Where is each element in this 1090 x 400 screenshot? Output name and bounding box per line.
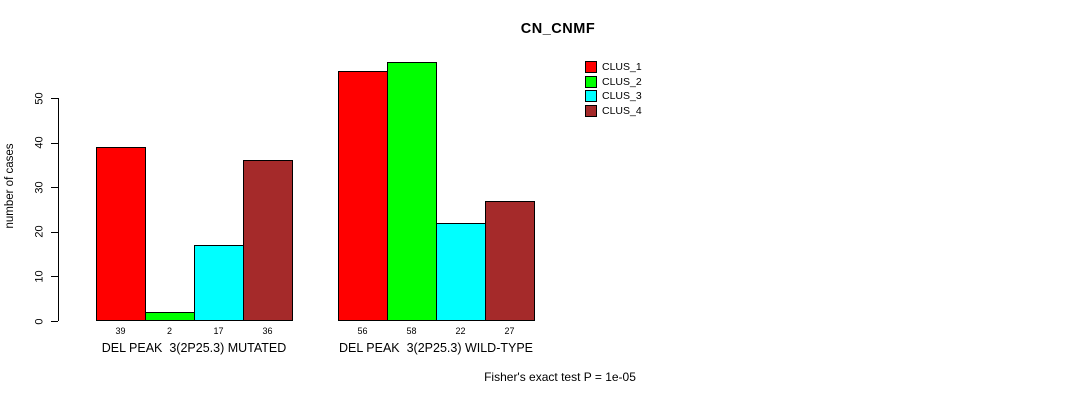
group-label: DEL PEAK 3(2P25.3) WILD-TYPE xyxy=(338,341,534,355)
legend-label: CLUS_2 xyxy=(602,75,642,88)
bar-value-label: 56 xyxy=(357,326,368,336)
chart-title: CN_CNMF xyxy=(520,21,596,37)
legend-swatch-clus_4 xyxy=(585,104,597,117)
bar-value-label: 36 xyxy=(262,326,273,336)
bar-clus_3-group2 xyxy=(436,223,486,321)
bar-value-label: 22 xyxy=(455,326,466,336)
legend-label: CLUS_3 xyxy=(602,90,642,102)
legend-label: CLUS_4 xyxy=(602,104,642,117)
y-axis-tick-label: 20 xyxy=(33,225,46,238)
legend-label: CLUS_1 xyxy=(602,61,642,73)
bar-value-label: 2 xyxy=(166,326,172,336)
legend-swatch-clus_3 xyxy=(585,90,597,102)
y-axis-tick-label: 0 xyxy=(33,317,46,325)
y-axis-tick-label: 30 xyxy=(33,181,46,194)
y-axis-line xyxy=(58,98,59,321)
bar-clus_2-group2 xyxy=(387,62,437,321)
fisher-test-note: Fisher's exact test P = 1e-05 xyxy=(484,370,636,384)
y-axis-tick xyxy=(51,231,58,233)
bar-value-label: 27 xyxy=(504,326,515,336)
bar-value-label: 58 xyxy=(406,326,417,336)
bar-value-label: 39 xyxy=(115,326,126,336)
y-axis-tick xyxy=(51,98,58,99)
bar-clus_4-group2 xyxy=(485,201,535,321)
y-axis-tick-label: 50 xyxy=(33,91,46,105)
y-axis-tick-label: 10 xyxy=(33,270,46,283)
y-axis-tick xyxy=(51,187,58,189)
y-axis-tick xyxy=(51,276,58,278)
legend-swatch-clus_1 xyxy=(585,61,597,73)
group-label: DEL PEAK 3(2P25.3) MUTATED xyxy=(101,341,287,355)
y-axis-tick xyxy=(51,321,58,322)
bar-clus_1-group2 xyxy=(338,71,388,321)
bar-value-label: 17 xyxy=(213,326,224,336)
y-axis-tick xyxy=(51,142,58,144)
bar-clus_4-group1 xyxy=(243,160,293,321)
y-axis-tick-label: 40 xyxy=(33,136,46,149)
bar-clus_2-group1 xyxy=(145,312,195,321)
bar-clus_3-group1 xyxy=(194,245,244,321)
y-axis-label: number of cases xyxy=(4,143,16,229)
bar-clus_1-group1 xyxy=(96,147,146,321)
legend-swatch-clus_2 xyxy=(585,75,597,88)
